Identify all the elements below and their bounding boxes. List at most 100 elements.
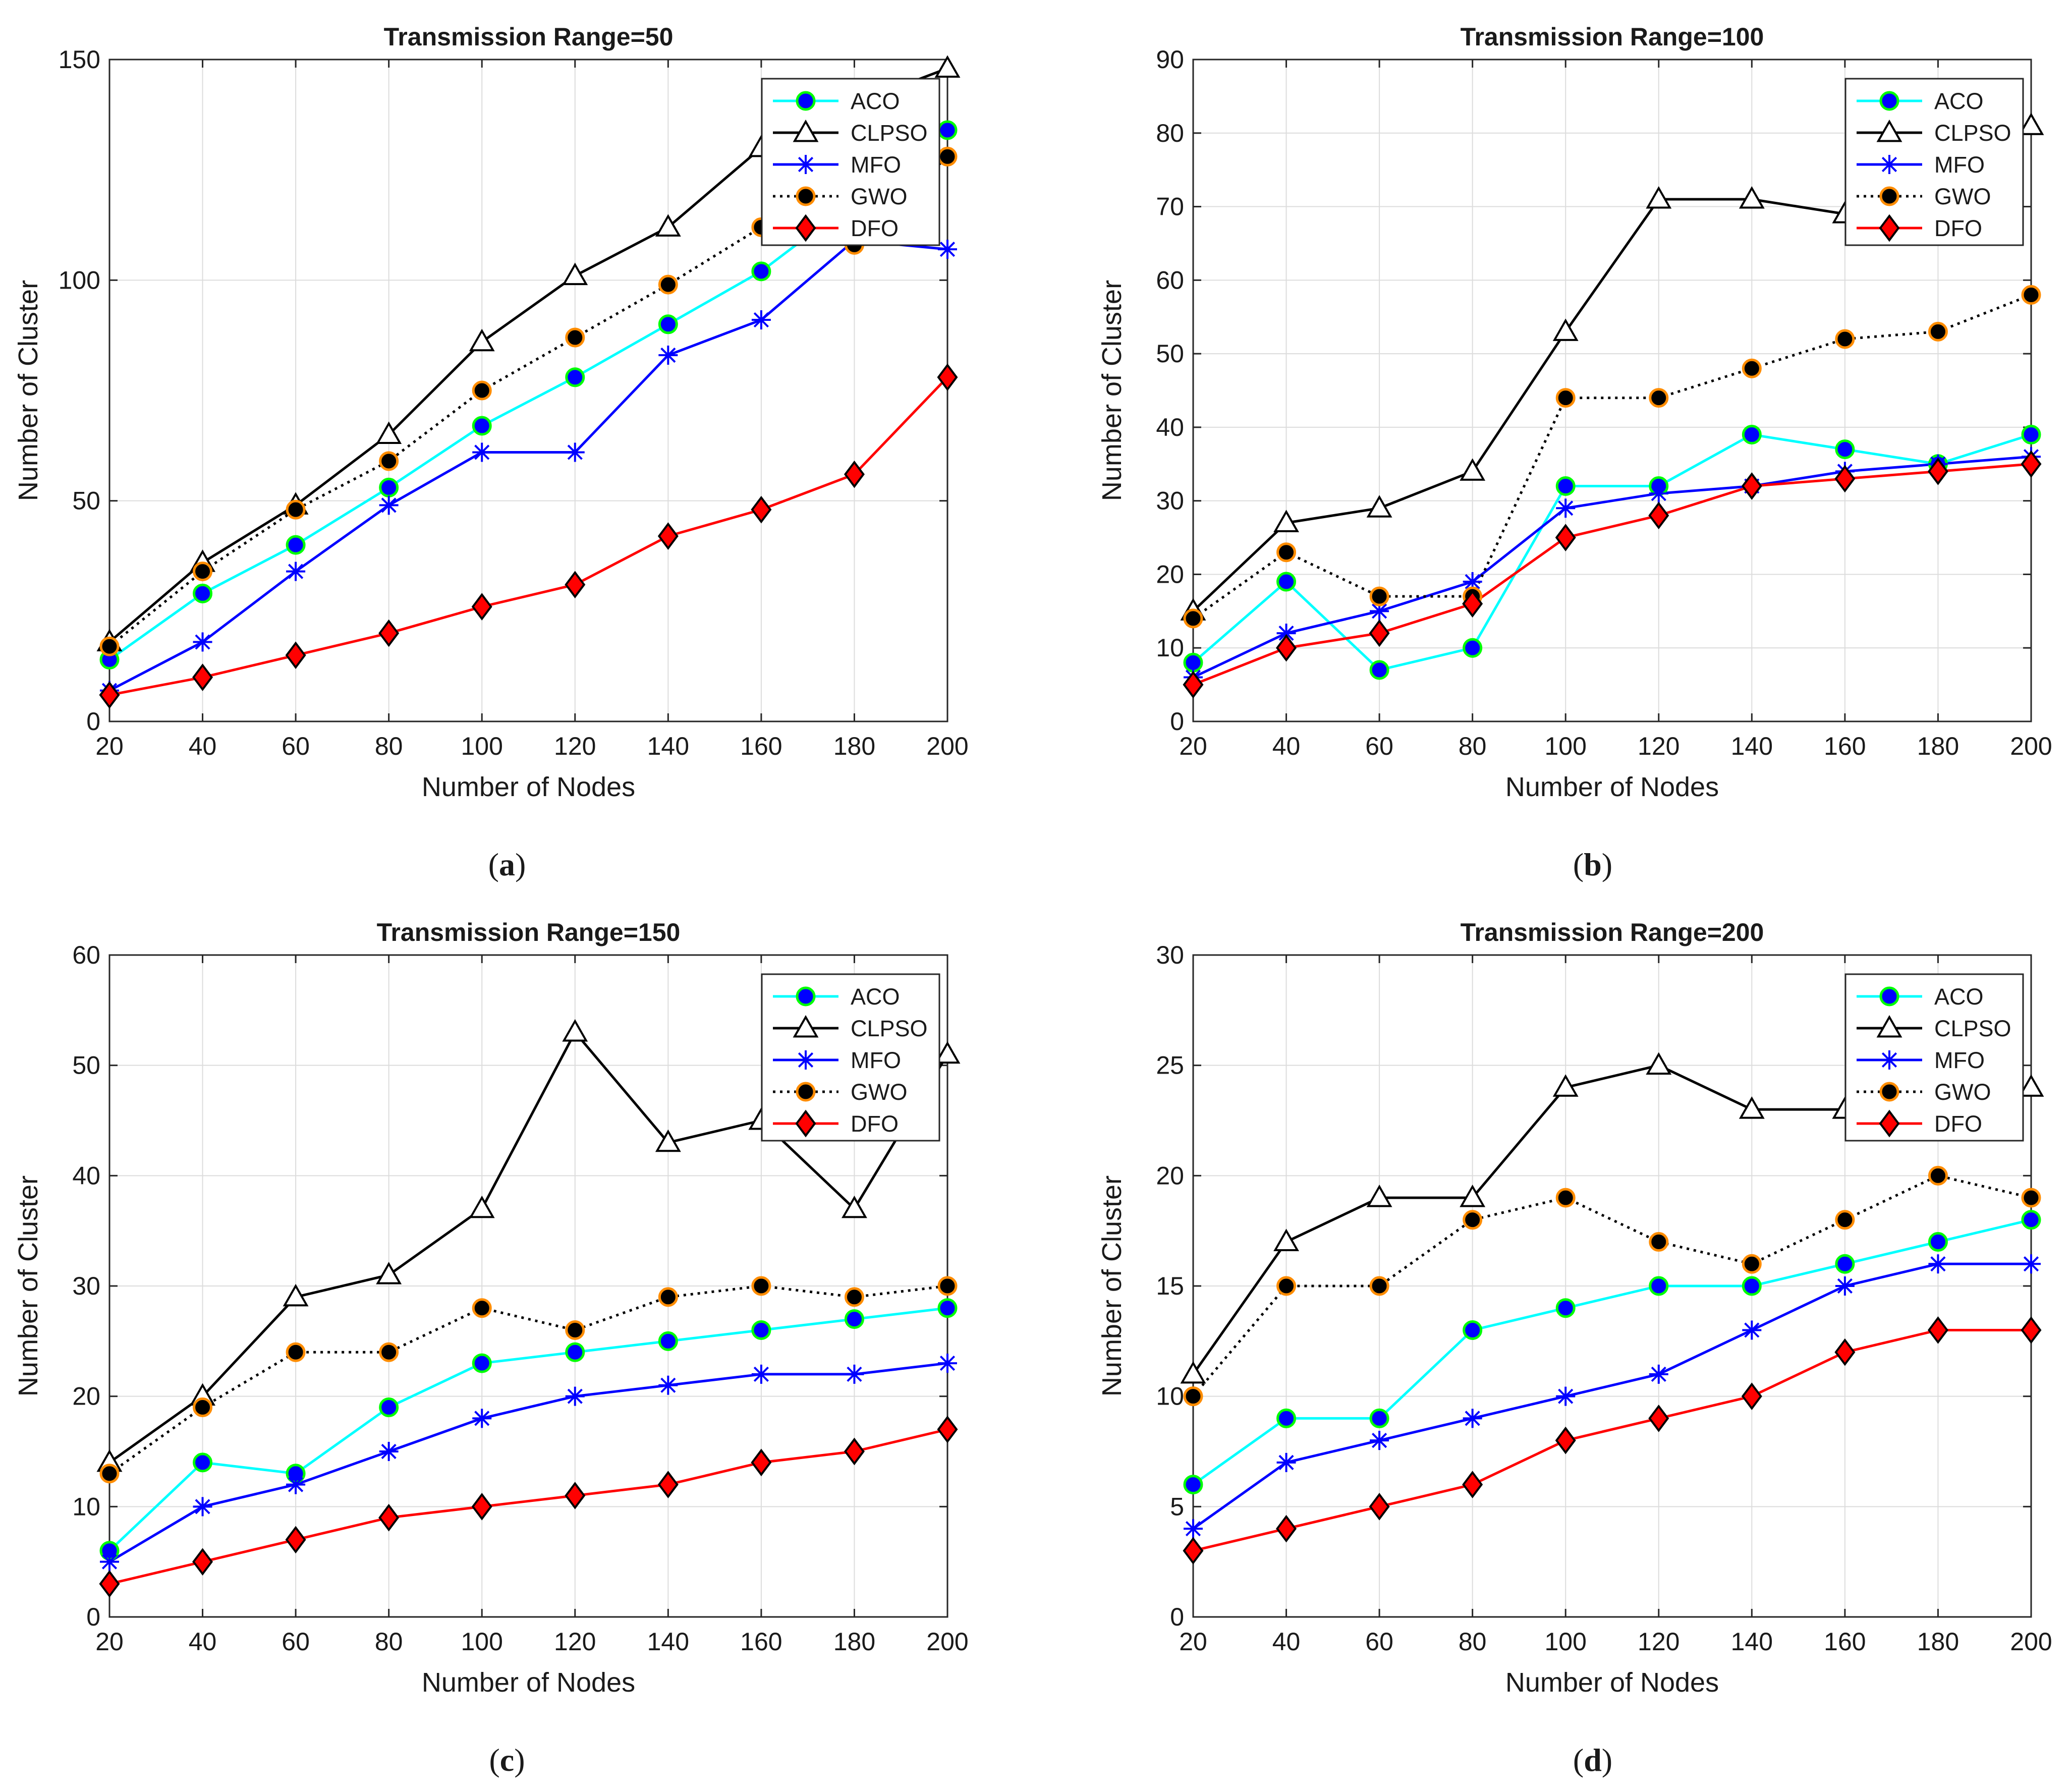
legend-marker-aco xyxy=(1879,986,1899,1006)
legend-marker-gwo xyxy=(1879,1082,1899,1102)
data-point-dfo xyxy=(99,681,120,709)
data-point-mfo xyxy=(472,1409,492,1428)
data-point-aco xyxy=(937,1298,958,1318)
legend-marker-clpso xyxy=(793,1015,819,1038)
data-point-gwo xyxy=(2021,285,2041,305)
data-point-clpso xyxy=(1646,186,1672,209)
data-point-dfo xyxy=(192,1548,213,1576)
data-point-mfo xyxy=(658,346,678,365)
y-tick-label: 30 xyxy=(1156,941,1184,969)
data-point-gwo xyxy=(1276,542,1297,563)
x-tick-label: 200 xyxy=(926,1628,968,1656)
x-tick-label: 60 xyxy=(282,732,310,760)
x-tick-label: 200 xyxy=(2010,732,2052,760)
chart-title: Transmission Range=50 xyxy=(384,23,674,51)
data-point-gwo xyxy=(2021,1188,2041,1208)
legend-marker-gwo xyxy=(1879,186,1899,206)
legend-box xyxy=(761,78,940,246)
series-line-gwo xyxy=(1192,1174,2032,1397)
data-point-dfo xyxy=(1183,1537,1204,1565)
data-point-clpso xyxy=(655,1129,681,1152)
data-point-clpso xyxy=(1180,1361,1206,1384)
data-point-clpso xyxy=(1460,458,1486,481)
data-point-mfo xyxy=(286,562,306,581)
legend-label-aco: ACO xyxy=(1934,88,1984,114)
y-axis-label: Number of Cluster xyxy=(1097,280,1127,501)
data-point-gwo xyxy=(286,499,306,520)
legend-label-clpso: CLPSO xyxy=(1934,120,2011,146)
x-tick-label: 140 xyxy=(647,732,689,760)
data-point-mfo xyxy=(472,442,492,462)
data-point-mfo xyxy=(938,1354,957,1373)
x-tick-label: 40 xyxy=(189,732,217,760)
chart-title: Transmission Range=200 xyxy=(1461,918,1764,946)
data-point-mfo xyxy=(379,1442,399,1461)
data-point-clpso xyxy=(1366,495,1392,518)
y-tick-label: 10 xyxy=(1156,634,1184,662)
data-point-mfo xyxy=(565,442,585,462)
x-tick-label: 120 xyxy=(1638,1628,1679,1656)
legend-marker-clpso xyxy=(1876,1015,1902,1038)
series-line-dfo xyxy=(1193,463,2032,686)
panel-caption: (a) xyxy=(488,847,526,882)
data-point-gwo xyxy=(1183,1386,1203,1407)
legend-label-clpso: CLPSO xyxy=(851,1016,928,1041)
data-point-dfo xyxy=(844,1437,865,1466)
y-tick-label: 5 xyxy=(1170,1492,1184,1521)
data-point-gwo xyxy=(1369,586,1389,606)
data-point-gwo xyxy=(1463,1210,1483,1230)
data-point-dfo xyxy=(1555,524,1576,551)
legend-marker-mfo xyxy=(796,155,815,174)
x-tick-label: 140 xyxy=(1731,1628,1773,1656)
data-point-mfo xyxy=(938,240,957,259)
legend-marker-gwo xyxy=(796,1082,816,1102)
data-point-dfo xyxy=(751,1448,772,1477)
legend-label-aco: ACO xyxy=(851,984,900,1010)
chart-title: Transmission Range=150 xyxy=(377,918,681,946)
data-point-dfo xyxy=(1834,465,1856,493)
data-point-dfo xyxy=(937,363,958,391)
legend-marker-mfo xyxy=(1880,155,1899,174)
chart-panel-b: 20 40 60 80 100 120 140 160 180 200 0 10 20 30 40 50 60 7… xyxy=(1097,23,2052,882)
legend-label-dfo: DFO xyxy=(1934,215,1982,241)
data-point-aco xyxy=(286,535,306,555)
data-point-clpso xyxy=(283,1283,309,1307)
y-tick-label: 30 xyxy=(1156,487,1184,515)
data-point-clpso xyxy=(562,1019,588,1042)
series-line-mfo xyxy=(1192,1262,2031,1530)
data-point-dfo xyxy=(1369,1492,1390,1521)
data-point-dfo xyxy=(1276,634,1297,662)
y-tick-label: 40 xyxy=(1156,413,1184,441)
data-point-gwo xyxy=(565,327,585,348)
data-point-dfo xyxy=(192,663,213,691)
x-tick-label: 20 xyxy=(1179,1628,1207,1656)
y-tick-label: 80 xyxy=(1156,119,1184,147)
data-point-clpso xyxy=(655,214,681,237)
legend-label-gwo: GWO xyxy=(851,1079,907,1105)
data-point-mfo xyxy=(1370,1431,1389,1450)
data-point-mfo xyxy=(751,1364,771,1384)
data-point-mfo xyxy=(1463,1409,1482,1428)
data-point-gwo xyxy=(472,1298,492,1318)
panel-caption: (b) xyxy=(1573,847,1612,882)
series-line-aco xyxy=(108,1307,948,1552)
x-tick-label: 60 xyxy=(1365,732,1393,760)
data-point-mfo xyxy=(1835,1276,1855,1296)
data-point-gwo xyxy=(1742,1254,1762,1274)
x-tick-label: 40 xyxy=(1272,1628,1301,1656)
legend-label-clpso: CLPSO xyxy=(851,120,928,146)
data-point-dfo xyxy=(657,1471,679,1498)
legend-marker-dfo xyxy=(795,214,816,242)
series-line-aco xyxy=(1192,1218,2032,1486)
y-tick-label: 0 xyxy=(1170,707,1184,736)
y-tick-label: 20 xyxy=(1156,560,1184,588)
data-point-clpso xyxy=(1366,1185,1392,1207)
legend-label-clpso: CLPSO xyxy=(1934,1016,2011,1041)
legend-marker-dfo xyxy=(795,1109,816,1138)
legend-label-mfo: MFO xyxy=(851,152,901,178)
y-axis-label: Number of Cluster xyxy=(13,280,43,501)
data-point-gwo xyxy=(1555,1188,1576,1208)
data-point-clpso xyxy=(1460,1185,1486,1207)
data-point-dfo xyxy=(565,1482,586,1509)
data-point-aco xyxy=(379,1397,399,1418)
